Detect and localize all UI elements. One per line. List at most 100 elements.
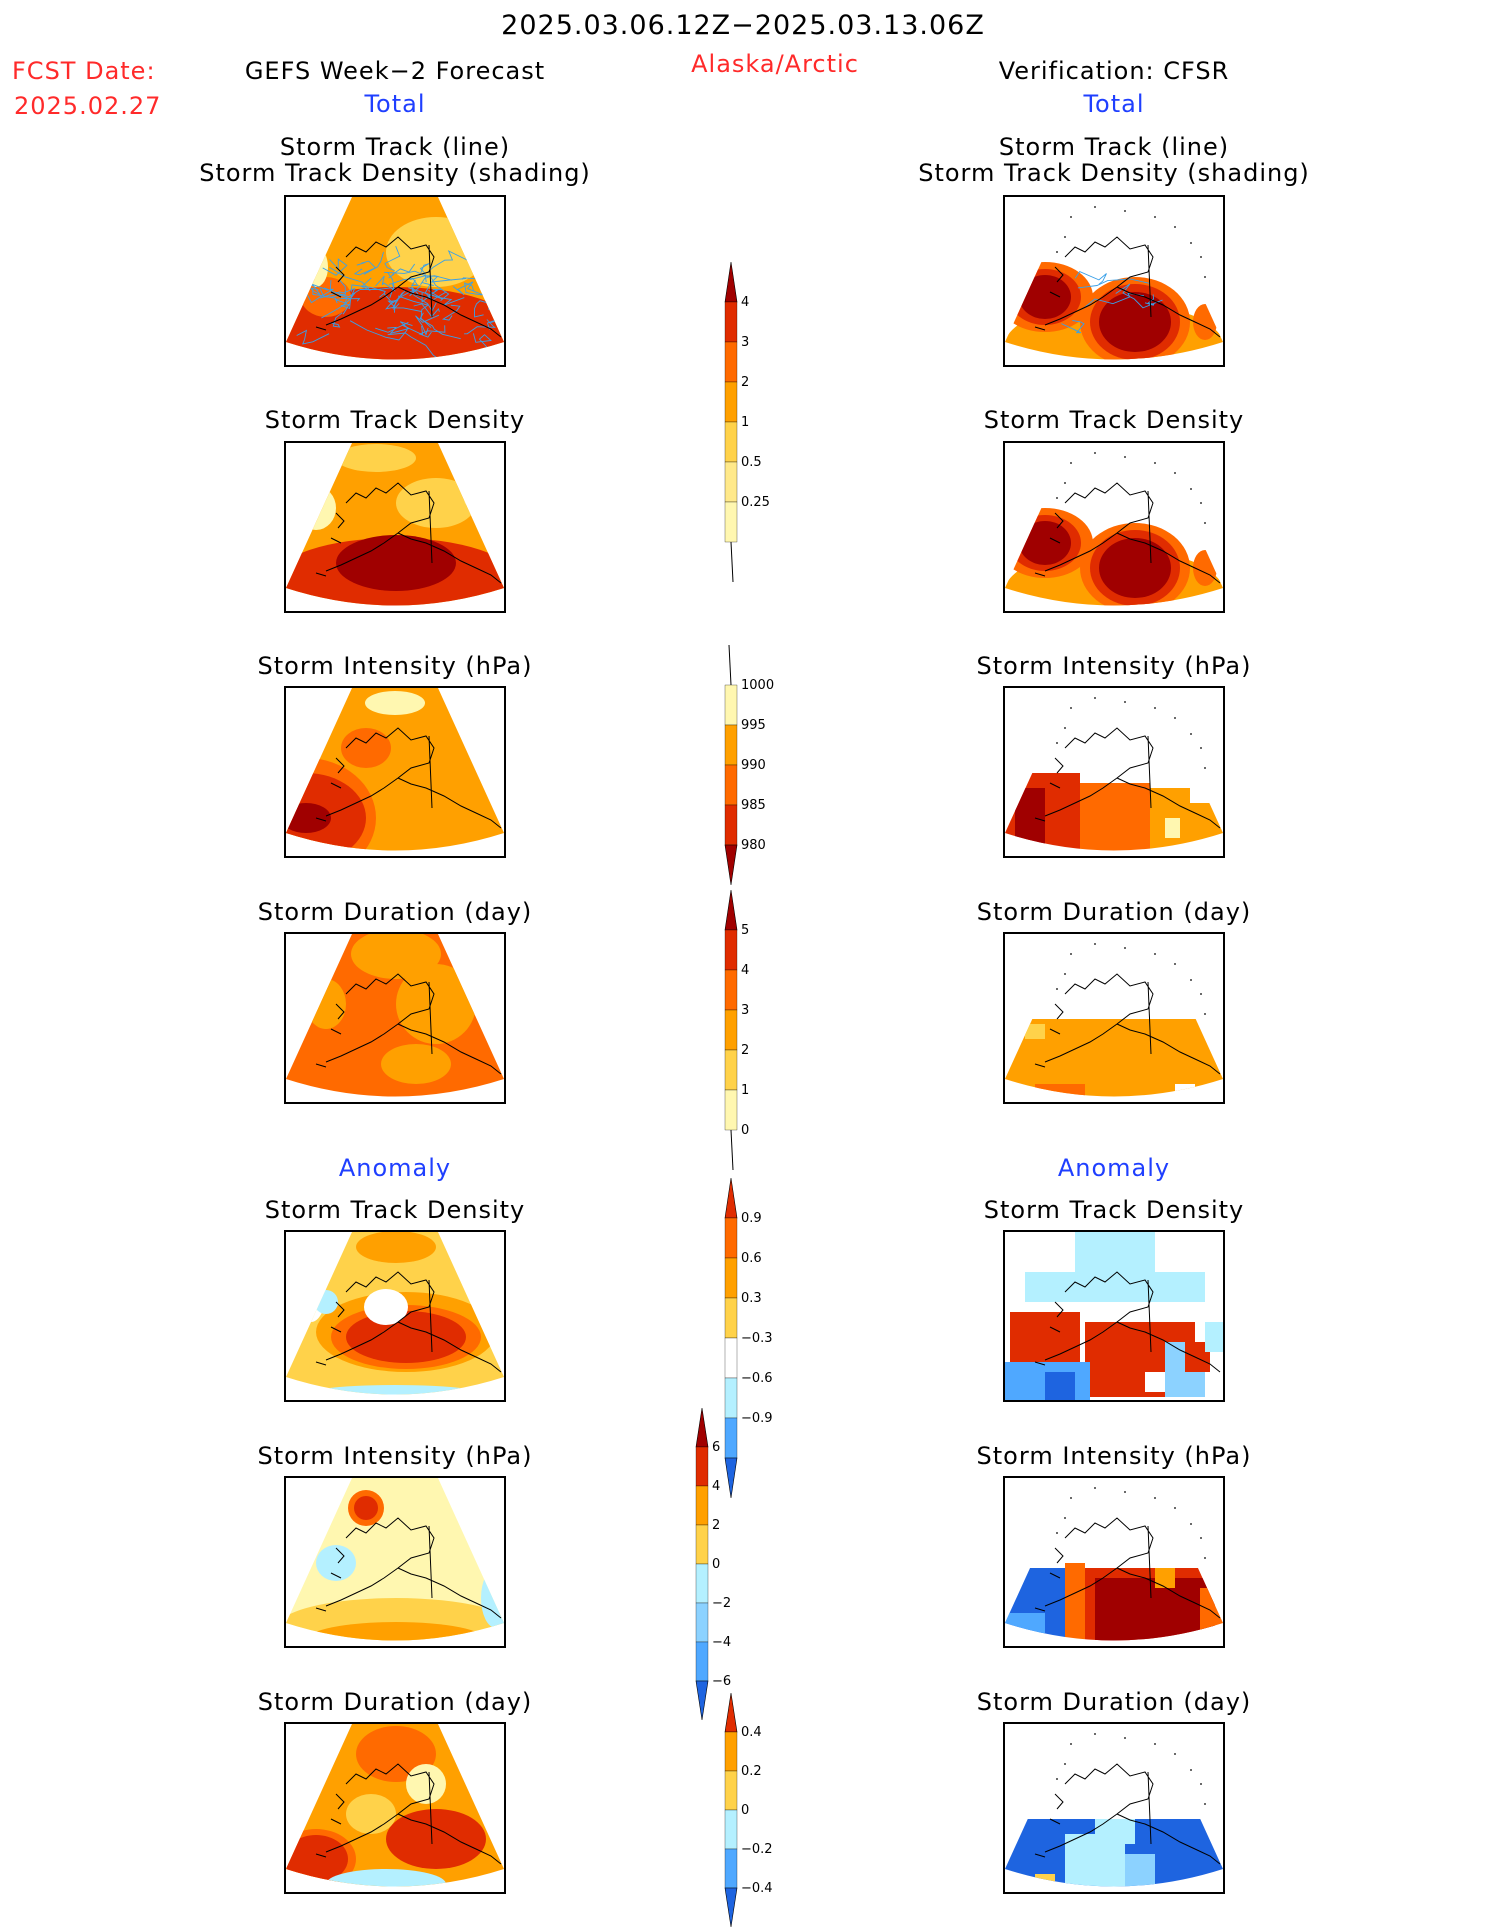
coastline: [315, 236, 502, 338]
colorbar-tick-label: 4: [712, 1479, 720, 1494]
vf-title-anom-duration: Storm Duration (day): [976, 1688, 1252, 1716]
forecast-total-label: Total: [364, 90, 426, 118]
verification-column-title: Verification: CFSR: [998, 57, 1230, 85]
shade-blob: [1193, 550, 1217, 586]
colorbar-tick-label: −0.6: [741, 1371, 773, 1386]
fc-track-density-map: [284, 195, 506, 367]
colorbar-cell: [724, 301, 738, 343]
colorbar-cell: [724, 764, 738, 806]
colorbar-cell: [724, 1089, 738, 1131]
colorbar-cell: [724, 1049, 738, 1091]
colorbar-cell: [724, 1217, 738, 1259]
colorbar-tick-label: −0.3: [741, 1331, 773, 1346]
shading-layer: [286, 443, 504, 606]
lat-lon-dots: [1056, 943, 1206, 1015]
fc-density-map: [284, 441, 506, 613]
shading-layer: [286, 1478, 504, 1641]
shade-cell: [1205, 1322, 1223, 1352]
shade-blob: [364, 1289, 408, 1325]
shade-blob: [354, 1496, 378, 1520]
colorbar-tick-label: −0.9: [741, 1411, 773, 1426]
storm-track-lines: [1061, 271, 1163, 334]
shade-cell: [1005, 1613, 1045, 1633]
shade-cell: [1025, 1272, 1205, 1302]
shade-cell: [1190, 803, 1223, 851]
colorbar-tick-label: 0.4: [741, 1725, 762, 1740]
colorbar-cell: [724, 724, 738, 766]
fc-title-track-density: Storm Track Density: [264, 406, 526, 434]
shading-layer: [1005, 1724, 1223, 1887]
colorbar-cell: [724, 1731, 738, 1772]
coastline: [315, 727, 502, 829]
colorbar-tick-label: 985: [741, 798, 766, 813]
colorbar-tick-label: 0.5: [741, 455, 762, 470]
shade-cell: [1145, 1372, 1165, 1392]
shade-blob: [1099, 538, 1171, 598]
colorbar-bottom-triangle: [724, 1887, 738, 1927]
colorbar-bottom-triangle: [724, 1457, 738, 1499]
colorbar-tick-label: 980: [741, 838, 766, 853]
shade-blob: [341, 728, 391, 768]
colorbar-tick-label: 3: [741, 1003, 749, 1018]
colorbar-tick-label: 995: [741, 718, 766, 733]
shade-cell: [1015, 788, 1045, 851]
shade-blob: [336, 444, 416, 472]
shade-blob: [326, 1869, 446, 1887]
colorbar-tick-label: 2: [712, 1518, 720, 1533]
vf-title-anom-intensity: Storm Intensity (hPa): [976, 1442, 1252, 1470]
shade-blob: [386, 1809, 486, 1869]
shade-cell: [1200, 1588, 1223, 1638]
colorbar-top-triangle: [695, 1407, 709, 1448]
colorbar-tick-label: 0.2: [741, 1764, 762, 1779]
shade-blob: [464, 486, 488, 510]
vf-anom-density-map: [1003, 1230, 1225, 1402]
colorbar-tick-label: 6: [712, 1440, 720, 1455]
vf-title-track-density-shading: Storm Track Density (shading): [918, 159, 1310, 187]
shade-blob: [1099, 292, 1171, 352]
shade-blob: [466, 222, 504, 252]
coastline: [1034, 1271, 1221, 1373]
colorbar-tick-label: 0.3: [741, 1291, 762, 1306]
fc-title-duration: Storm Duration (day): [257, 898, 533, 926]
fc-title-intensity: Storm Intensity (hPa): [257, 652, 533, 680]
coastline: [1034, 482, 1221, 584]
vf-title-track-line: Storm Track (line): [998, 133, 1230, 161]
shading-layer: [1005, 1232, 1223, 1400]
colorbar-cell: [724, 804, 738, 846]
colorbar-tick-label: 0.25: [741, 495, 770, 510]
shade-blob: [406, 1764, 446, 1804]
colorbar-top-triangle: [724, 1692, 738, 1733]
verification-total-label: Total: [1083, 90, 1145, 118]
shade-blob: [306, 979, 346, 1029]
shade-cell: [1065, 1563, 1085, 1641]
colorbar-cell: [724, 1009, 738, 1051]
shading-layer: [1005, 688, 1223, 851]
shade-blob: [351, 934, 441, 979]
shade-blob: [381, 1044, 451, 1084]
colorbar-tick-label: 1000: [741, 678, 774, 693]
lat-lon-dots: [1056, 1733, 1206, 1805]
fc-anom-intensity-map: [284, 1476, 506, 1648]
coastline: [315, 1763, 502, 1865]
vf-track-density-map: [1003, 195, 1225, 367]
shade-cell: [1165, 818, 1180, 838]
colorbar-tick-label: 3: [741, 335, 749, 350]
lat-lon-dots: [1056, 697, 1206, 769]
shade-blob: [346, 1311, 466, 1363]
shade-blob: [1019, 521, 1071, 565]
shading-layer: [286, 934, 504, 1097]
colorbar-tick-label: −2: [712, 1596, 731, 1611]
shade-blob: [396, 964, 476, 1044]
shading-layer: [1005, 443, 1223, 606]
shade-blob: [336, 535, 456, 591]
colorbar-anom-duration: 0.4 0.2 0 −0.2 −0.4: [722, 1692, 792, 1927]
colorbar-tick-label: 1: [741, 415, 749, 430]
colorbar-cell: [695, 1563, 709, 1604]
colorbar-intensity: 1000 995 990 985 980: [722, 644, 792, 894]
colorbar-cell: [724, 501, 738, 543]
shade-cell: [1125, 1854, 1155, 1887]
vf-intensity-map: [1003, 686, 1225, 858]
fc-anom-density-map: [284, 1230, 506, 1402]
shade-cell: [1080, 783, 1150, 851]
shade-blob: [306, 1622, 486, 1641]
